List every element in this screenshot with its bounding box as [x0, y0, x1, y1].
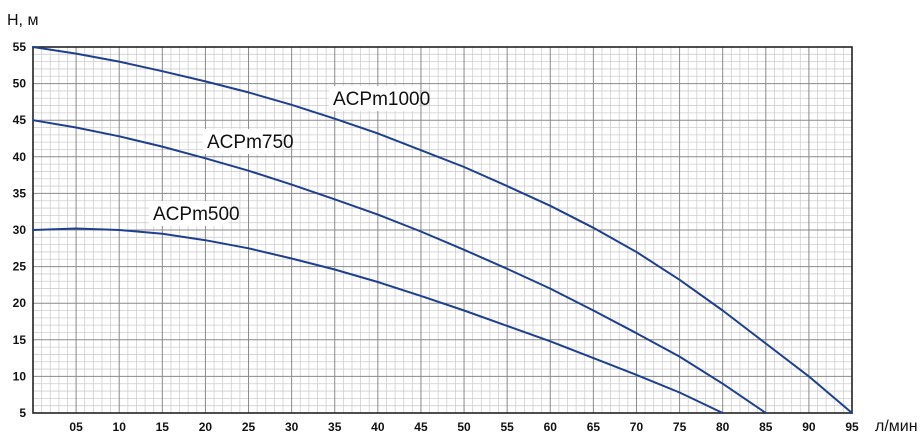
- x-tick-label: 70: [630, 420, 644, 433]
- series-label-bg: [329, 86, 419, 111]
- y-tick-label: 55: [13, 40, 27, 54]
- x-axis-title: л/мин: [875, 418, 918, 433]
- x-tick-label: 40: [371, 420, 385, 433]
- y-tick-label: 45: [13, 113, 27, 127]
- series-label: ACPm1000: [333, 89, 430, 110]
- x-tick-label: 25: [242, 420, 256, 433]
- y-tick-label: 40: [13, 150, 27, 164]
- x-tick-label: 75: [673, 420, 687, 433]
- y-tick-labels: 5 10 15 20 25 30 35 40 45 50 55: [13, 40, 27, 420]
- x-tick-label: 15: [156, 420, 170, 433]
- x-tick-label: 05: [69, 420, 83, 433]
- series-labels: ACPm1000 ACPm750 ACPm500: [149, 86, 430, 226]
- series-label: ACPm750: [207, 132, 294, 153]
- x-tick-label: 95: [845, 420, 859, 433]
- x-tick-label: 80: [716, 420, 730, 433]
- y-tick-label: 25: [13, 260, 27, 274]
- x-tick-label: 10: [113, 420, 127, 433]
- x-tick-label: 50: [457, 420, 471, 433]
- x-tick-label: 55: [500, 420, 514, 433]
- y-tick-label: 30: [13, 223, 27, 237]
- x-tick-label: 60: [544, 420, 558, 433]
- series-label-bg: [149, 201, 229, 226]
- x-tick-labels: 05 10 15 20 25 30 35 40 45 50 55 60 65 70 75 80 85 90 95: [69, 420, 859, 433]
- x-tick-label: 65: [587, 420, 601, 433]
- x-tick-label: 20: [199, 420, 213, 433]
- x-tick-label: 85: [759, 420, 773, 433]
- y-tick-label: 15: [13, 333, 27, 347]
- y-tick-label: 5: [19, 406, 26, 420]
- series-line-2: [32, 227, 724, 414]
- series-line-1: [32, 119, 767, 414]
- x-tick-label: 45: [414, 420, 428, 433]
- series-line-0: [32, 46, 853, 414]
- series-lines: [32, 46, 853, 414]
- series-label: ACPm500: [153, 204, 240, 225]
- x-tick-label: 30: [285, 420, 299, 433]
- y-tick-label: 20: [13, 296, 27, 310]
- y-tick-label: 35: [13, 186, 27, 200]
- y-tick-label: 10: [13, 369, 27, 383]
- x-tick-label: 90: [802, 420, 816, 433]
- series-label-bg: [203, 129, 283, 154]
- major-grid: [33, 47, 852, 413]
- x-tick-label: 35: [328, 420, 342, 433]
- y-tick-label: 50: [13, 77, 27, 91]
- y-axis-title: H, м: [7, 12, 38, 29]
